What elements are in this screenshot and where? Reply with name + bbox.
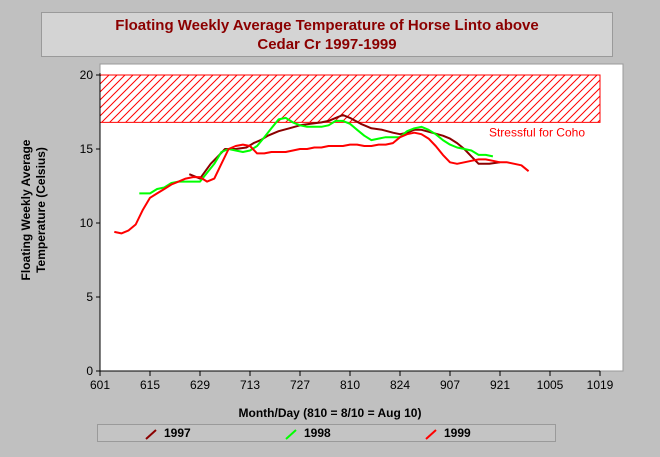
x-tick-label: 1019 [587,378,614,392]
y-tick-label: 15 [80,142,94,156]
legend-label-1997: 1997 [164,426,191,440]
y-tick-label: 20 [80,68,94,82]
x-tick-label: 810 [340,378,360,392]
legend: 1997 1998 1999 [97,424,556,442]
x-tick-label: 907 [440,378,460,392]
x-tick-label: 1005 [537,378,564,392]
legend-label-1998: 1998 [304,426,331,440]
x-tick-label: 629 [190,378,210,392]
x-tick-label: 601 [90,378,110,392]
x-tick-label: 727 [290,378,310,392]
series-line-1997 [188,114,501,180]
chart-title-line-2: Cedar Cr 1997-1999 [257,36,397,53]
x-axis-label: Month/Day (810 = 8/10 = Aug 10) [238,406,422,420]
x-tick-label: 921 [490,378,510,392]
threshold-band [99,74,601,123]
x-tick-label: 615 [140,378,160,392]
y-tick-label: 0 [86,364,93,378]
series-line-1999 [114,131,530,235]
y-axis-label-line-1: Floating Weekly Average [19,139,33,281]
threshold-label: Stressful for Coho [489,125,585,139]
chart-title-line-1: Floating Weekly Average Temperature of H… [115,17,539,34]
chart-title: Floating Weekly Average Temperature of H… [41,12,613,57]
series-line-1998 [139,116,494,195]
y-tick-label: 5 [86,290,93,304]
legend-label-1999: 1999 [444,426,471,440]
x-tick-label: 713 [240,378,260,392]
y-axis-label-line-2: Temperature (Celsius) [34,147,48,273]
y-tick-label: 10 [80,216,94,230]
x-tick-label: 824 [390,378,410,392]
